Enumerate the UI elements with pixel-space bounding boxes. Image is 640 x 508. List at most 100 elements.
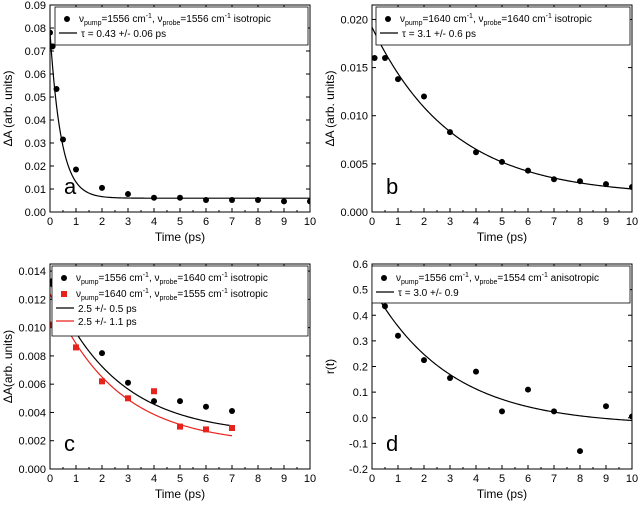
y-tick-label: 0.002 xyxy=(18,436,46,448)
legend-entry: νpump=1556 cm-1, νprobe=1556 cm-1 isotro… xyxy=(79,13,271,27)
data-point xyxy=(151,388,157,395)
legend-text: =1556 cm xyxy=(419,273,463,284)
y-tick-label: 0.0 xyxy=(353,413,368,425)
legend-sup: -1 xyxy=(546,13,552,20)
x-tick-label: 1 xyxy=(73,216,79,228)
legend-box xyxy=(51,265,309,337)
x-tick-label: 4 xyxy=(473,216,479,228)
x-tick-label: 8 xyxy=(255,216,261,228)
x-tick-label: 2 xyxy=(99,473,105,485)
legend-sub: pump xyxy=(84,20,102,27)
x-tick-label: 1 xyxy=(395,473,401,485)
legend-fit-label: τ = 3.1 +/- 0.6 ps xyxy=(402,29,476,40)
legend-text: isotropic xyxy=(228,273,268,284)
legend-sup: -1 xyxy=(143,272,149,279)
data-point xyxy=(99,378,105,385)
y-axis-label: ΔA (arb. units) xyxy=(323,70,337,146)
x-tick-label: 6 xyxy=(525,473,531,485)
x-tick-label: 5 xyxy=(177,473,183,485)
plot-frame xyxy=(371,4,633,213)
y-tick-label: 0.09 xyxy=(25,0,46,12)
data-point xyxy=(125,395,131,402)
legend-sup: -1 xyxy=(143,288,149,295)
data-point xyxy=(203,426,209,433)
legend: νpump=1556 cm-1, νprobe=1640 cm-1 isotro… xyxy=(51,265,309,337)
panel-letter: d xyxy=(386,431,398,456)
legend-entry: νpump=1640 cm-1, νprobe=1555 cm-1 isotro… xyxy=(76,288,268,302)
legend-text: , ν xyxy=(149,273,160,284)
data-point xyxy=(421,93,427,100)
legend-text: =1554 cm xyxy=(497,273,541,284)
legend-entry: νpump=1556 cm-1, νprobe=1640 cm-1 isotro… xyxy=(76,272,268,286)
data-point xyxy=(499,158,505,165)
legend: νpump=1556 cm-1, νprobe=1556 cm-1 isotro… xyxy=(54,6,309,46)
legend: νpump=1556 cm-1, νprobe=1554 cm-1 anisot… xyxy=(371,265,631,304)
data-point xyxy=(421,357,427,364)
legend-text: =1640 cm xyxy=(423,14,467,25)
legend-box xyxy=(375,6,631,46)
y-tick-label: 0.005 xyxy=(340,159,368,171)
x-tick-label: 7 xyxy=(551,216,557,228)
legend-nu: ν xyxy=(396,273,401,284)
data-point xyxy=(603,181,609,188)
x-tick-label: 8 xyxy=(577,216,583,228)
legend-sub: probe xyxy=(163,20,181,27)
y-tick-label: 0.07 xyxy=(25,46,46,58)
data-point xyxy=(629,413,632,420)
y-tick-label: 0.010 xyxy=(18,323,46,335)
y-tick-label: 0.006 xyxy=(18,379,46,391)
legend-text: =1555 cm xyxy=(177,289,221,300)
y-tick-label: 0.08 xyxy=(25,23,46,35)
y-axis-label: ΔA(arb. units) xyxy=(1,330,15,403)
x-tick-label: 10 xyxy=(626,216,638,228)
legend-sup: -1 xyxy=(542,272,548,279)
legend-marker xyxy=(61,291,67,297)
data-point xyxy=(372,54,378,61)
legend-text: , ν xyxy=(469,273,480,284)
data-point xyxy=(177,398,183,405)
fit-curve-1 xyxy=(50,32,310,199)
data-point xyxy=(577,178,583,185)
x-axis-label: Time (ps) xyxy=(477,487,527,501)
x-tick-label: 3 xyxy=(125,473,131,485)
panel-b: 0 1 2 3 4 5 6 7 8 9 10 0.000 0.005 0.010 0.015 0.020 Tim… xyxy=(323,4,638,244)
legend-nu: ν xyxy=(400,14,405,25)
legend-entry: νpump=1556 cm-1, νprobe=1554 cm-1 anisot… xyxy=(396,272,599,286)
legend-sub: pump xyxy=(401,279,419,286)
panel-d: 0 1 2 3 4 5 6 7 8 9 10 -0.2 -0.1 0.0 0.1 0.2 0.3 0.4 0.5 0.… xyxy=(323,259,638,501)
data-point xyxy=(203,403,209,410)
y-tick-label: 0.04 xyxy=(25,115,46,127)
x-tick-label: 2 xyxy=(421,473,427,485)
x-tick-label: 6 xyxy=(525,216,531,228)
legend-fit-label: 2.5 +/- 0.5 ps xyxy=(78,304,137,315)
x-tick-label: 4 xyxy=(473,473,479,485)
y-tick-label: 0.6 xyxy=(353,259,368,271)
legend-sub: probe xyxy=(160,279,178,286)
y-tick-label: 0.3 xyxy=(353,336,368,348)
data-point xyxy=(382,303,388,310)
data-point xyxy=(125,379,131,386)
y-tick-label: 0.4 xyxy=(353,310,368,322)
data-point xyxy=(447,375,453,382)
legend: νpump=1640 cm-1, νprobe=1640 cm-1 isotro… xyxy=(375,6,631,46)
data-point xyxy=(307,198,310,205)
x-axis-label: Time (ps) xyxy=(477,230,527,244)
legend-nu: ν xyxy=(76,273,81,284)
data-point xyxy=(229,425,235,431)
y-tick-label: 0.2 xyxy=(353,362,368,374)
y-tick-label: 0.010 xyxy=(340,111,368,123)
x-tick-label: 9 xyxy=(281,216,287,228)
y-tick-label: -0.2 xyxy=(349,464,368,476)
data-point xyxy=(151,194,157,201)
data-point xyxy=(229,197,235,204)
data-point xyxy=(99,350,105,357)
data-point xyxy=(177,423,183,430)
legend-sup: -1 xyxy=(222,272,228,279)
x-tick-label: 0 xyxy=(47,473,53,485)
x-tick-label: 3 xyxy=(125,216,131,228)
y-tick-label: 0.012 xyxy=(18,294,46,306)
legend-marker xyxy=(381,275,387,281)
data-point xyxy=(551,408,557,415)
legend-sub: pump xyxy=(405,20,423,27)
y-tick-label: 0.05 xyxy=(25,92,46,104)
